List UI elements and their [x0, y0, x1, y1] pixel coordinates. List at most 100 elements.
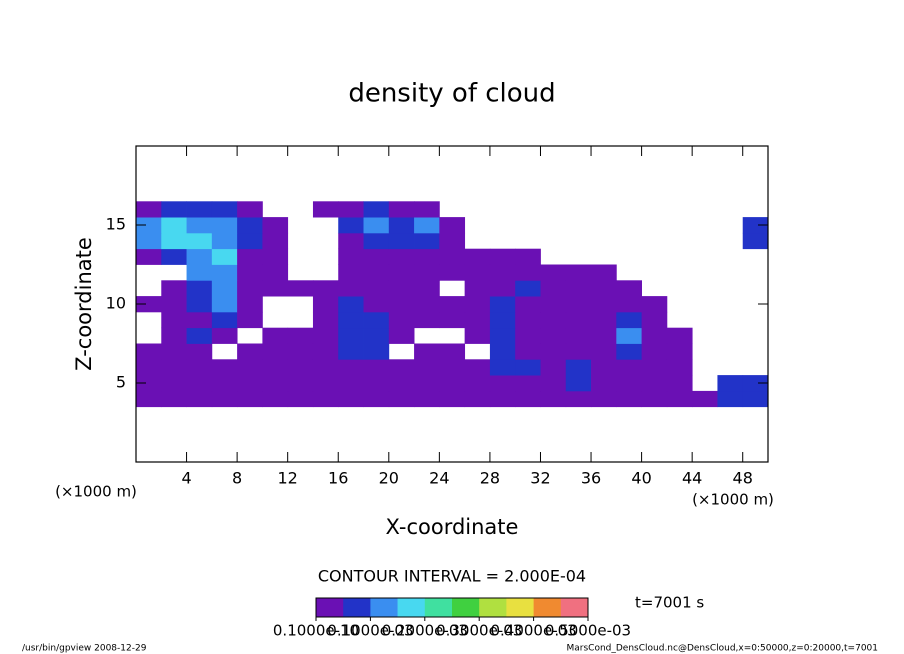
cell [312, 375, 339, 392]
cell [489, 264, 516, 281]
cell [540, 264, 567, 281]
cell [414, 343, 440, 360]
x-axis-label: X-coordinate [386, 515, 519, 539]
cell [515, 375, 541, 392]
cell [186, 390, 213, 408]
x-tick-label: 4 [181, 469, 191, 488]
cell [489, 327, 516, 344]
cell [186, 232, 213, 250]
cell [186, 280, 213, 297]
cell [338, 359, 364, 376]
cell [565, 327, 592, 344]
cell [414, 296, 440, 313]
cell [540, 343, 567, 360]
cell [489, 280, 516, 297]
cell [414, 359, 440, 376]
cell [515, 343, 541, 360]
cell [439, 217, 466, 234]
x-tick-label: 20 [379, 469, 399, 488]
cell [338, 296, 364, 313]
cell [312, 343, 339, 360]
cell [161, 296, 187, 313]
cell [742, 217, 769, 234]
x-tick-label: 8 [232, 469, 242, 488]
cell [312, 296, 339, 313]
cell [211, 311, 238, 329]
cell [161, 232, 187, 250]
cell [136, 201, 162, 218]
cell [414, 375, 440, 392]
colorbar-tick-label: 0.3000e-03 [436, 622, 522, 640]
cell [262, 390, 289, 408]
cell [616, 327, 642, 344]
footer-left: /usr/bin/gpview 2008-12-29 [22, 644, 147, 654]
cell [312, 327, 339, 344]
cell [616, 280, 642, 297]
cell [186, 201, 213, 218]
cell [742, 232, 769, 250]
cell [565, 296, 592, 313]
cell [540, 296, 567, 313]
cell [414, 280, 440, 297]
cell [591, 280, 617, 297]
cell [591, 296, 617, 313]
cell [388, 327, 415, 344]
cell [641, 327, 668, 344]
colorbar-bin [316, 598, 344, 617]
cell [186, 217, 213, 234]
cell [439, 248, 466, 265]
cell [312, 390, 339, 408]
cell [388, 201, 415, 218]
cell [136, 248, 162, 265]
colorbar-bin [343, 598, 371, 617]
cell [338, 375, 364, 392]
colorbar-tick-label: 0.2000e-03 [382, 622, 468, 640]
cell [439, 264, 466, 281]
cell [312, 311, 339, 329]
cell [515, 280, 541, 297]
cell [717, 375, 744, 392]
cell [388, 375, 415, 392]
x-tick-label: 44 [682, 469, 702, 488]
y-axis-label: Z-coordinate [72, 237, 96, 371]
cell [161, 327, 187, 344]
cell [666, 327, 693, 344]
cell [641, 375, 668, 392]
cell [641, 390, 668, 408]
cell [287, 327, 314, 344]
cell [338, 264, 364, 281]
cell [363, 343, 390, 360]
cell [515, 311, 541, 329]
cell [338, 390, 364, 408]
cell [388, 359, 415, 376]
cell [136, 359, 162, 376]
cell [287, 343, 314, 360]
cell [641, 359, 668, 376]
cell [363, 359, 390, 376]
cell [262, 359, 289, 376]
cell [363, 264, 390, 281]
cell [742, 390, 769, 408]
cell [540, 280, 567, 297]
cell [414, 311, 440, 329]
cell [591, 359, 617, 376]
cell [136, 296, 162, 313]
cell [489, 311, 516, 329]
cell [211, 248, 238, 265]
cell [161, 375, 187, 392]
cell [363, 217, 390, 234]
cell [161, 248, 187, 265]
cell [439, 359, 466, 376]
cell [237, 264, 263, 281]
cell [464, 327, 491, 344]
cell [186, 359, 213, 376]
cell [439, 390, 466, 408]
cell [262, 232, 289, 250]
cell [464, 296, 491, 313]
cell [338, 248, 364, 265]
cell [388, 217, 415, 234]
colorbar-bin [479, 598, 507, 617]
cell [591, 264, 617, 281]
cell [237, 375, 263, 392]
cell [186, 327, 213, 344]
